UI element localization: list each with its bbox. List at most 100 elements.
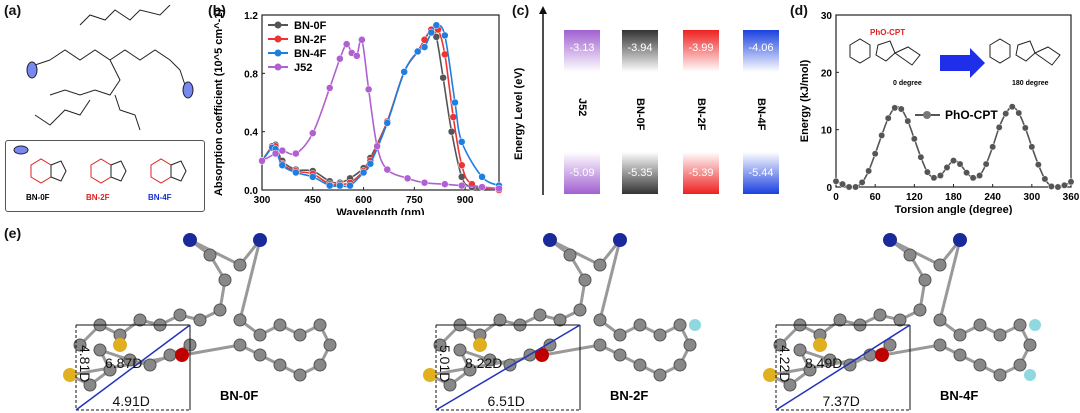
sulfur-atom	[813, 338, 827, 352]
molecule-name: BN-0F	[220, 388, 259, 403]
bond	[938, 239, 962, 321]
legend-marker	[274, 35, 282, 43]
homo-level-BN-4F: -5.44	[743, 152, 779, 194]
data-point-PhO-CPT	[950, 157, 957, 165]
bond	[238, 239, 262, 321]
material-label: J52	[576, 98, 588, 117]
carbon-atom	[683, 338, 697, 352]
material-label: BN-2F	[695, 98, 707, 131]
data-point-PhO-CPT	[956, 160, 964, 168]
data-point-BN-4F	[325, 181, 334, 190]
sulfur-atom	[763, 368, 777, 382]
thiophene-ring	[894, 46, 921, 66]
energy-value: -5.09	[569, 167, 595, 179]
data-point-BN-2F	[449, 113, 458, 121]
carbon-atom	[783, 378, 797, 392]
data-point-PhO-CPT	[1028, 143, 1036, 151]
carbon-atom	[833, 313, 847, 327]
nitrogen-atom	[953, 233, 967, 247]
data-point-PhO-CPT	[1015, 109, 1023, 117]
data-point-J52	[353, 52, 361, 60]
carbon-atom	[93, 343, 107, 357]
carbon-atom	[933, 258, 947, 272]
lumo-level-BN-2F: -3.99	[683, 30, 719, 72]
y-tick-label: 0.4	[244, 128, 258, 139]
oxygen-atom	[535, 348, 549, 362]
dipole-vertical-value: 5.01D	[437, 345, 453, 383]
panel-c-label: (c)	[512, 2, 530, 18]
data-point-BN-4F	[427, 28, 436, 37]
acceptor-label-bn4f: BN-4F	[148, 193, 172, 202]
carbon-atom	[593, 338, 607, 352]
dipole-diagonal-line	[75, 324, 191, 411]
carbon-atom	[233, 338, 247, 352]
torsion-chart: 0 60 120 180 240 300 360 0 10 20 30 Torsion angle (…	[799, 11, 1080, 215]
panel-e-label: (e)	[4, 225, 22, 241]
carbon-atom	[83, 378, 97, 392]
carbon-atom	[218, 273, 232, 287]
carbon-atom	[578, 273, 592, 287]
data-point-BN-4F	[451, 98, 459, 107]
carbon-atom	[823, 353, 837, 367]
data-point-BN-0F	[439, 73, 447, 82]
legend-label: PhO-CPT	[945, 108, 998, 122]
nitrogen-atom	[883, 233, 897, 247]
data-point-PhO-CPT	[1041, 175, 1049, 183]
carbon-atom	[143, 358, 157, 372]
data-point-PhO-CPT	[1034, 161, 1042, 169]
y-axis-label: Absorption coefficient (10^5 cm^-1)	[213, 9, 225, 196]
data-point-PhO-CPT	[1047, 182, 1055, 190]
oxygen-atom	[875, 348, 889, 362]
data-point-PhO-CPT	[891, 104, 899, 112]
data-point-PhO-CPT	[1061, 181, 1068, 189]
carbon-atom	[293, 328, 307, 342]
carbon-atom	[313, 358, 327, 372]
material-label: BN-0F	[634, 98, 646, 131]
carbon-atom	[773, 338, 787, 352]
data-point-PhO-CPT	[930, 174, 938, 182]
data-point-J52	[441, 180, 449, 188]
acceptor-legend: BN-0F BN-2F BN-4F	[5, 140, 205, 212]
data-point-J52	[278, 146, 287, 155]
inset-caption: 0 degree	[893, 80, 922, 87]
molecule-3d-BN-0F	[63, 233, 337, 392]
fluorine-atom	[1029, 319, 1041, 331]
data-point-PhO-CPT	[897, 105, 905, 113]
carbon-atom	[203, 248, 217, 262]
x-tick-label: 240	[984, 192, 1001, 203]
energy-value: -4.06	[748, 42, 774, 54]
carbon-atom	[103, 363, 117, 377]
sulfur-atom	[113, 338, 127, 352]
carbon-atom	[593, 313, 607, 327]
data-point-PhO-CPT	[1021, 124, 1029, 132]
inset-caption: 180 degree	[1012, 80, 1049, 87]
dipole-vertical-value: 4.81D	[77, 345, 93, 383]
nitrogen-atom	[253, 233, 267, 247]
data-point-BN-2F	[458, 161, 466, 169]
legend-marker	[923, 111, 931, 119]
data-point-J52	[364, 85, 373, 94]
x-tick-label: 0	[833, 192, 839, 203]
oxygen-atom	[175, 348, 189, 362]
carbon-atom	[673, 318, 687, 332]
dipole-diagonal-line	[775, 324, 911, 411]
nitrogen-atom	[613, 233, 627, 247]
x-tick-label: 450	[304, 195, 321, 206]
carbon-atom	[573, 303, 587, 317]
legend-label: BN-0F	[294, 20, 327, 32]
data-point-PhO-CPT	[969, 174, 977, 182]
carbon-atom	[933, 313, 947, 327]
data-point-BN-0F	[432, 33, 441, 41]
legend-marker	[274, 63, 282, 71]
energy-value: -3.94	[627, 42, 653, 54]
x-tick-label: 60	[870, 192, 882, 203]
data-point-J52	[292, 149, 300, 158]
carbon-atom	[453, 343, 467, 357]
energy-value: -5.44	[748, 167, 774, 179]
molecule-name: BN-2F	[610, 388, 649, 403]
data-point-PhO-CPT	[884, 114, 892, 122]
legend-label: BN-4F	[294, 48, 327, 60]
dipole-triangle	[75, 324, 191, 411]
y-tick-label: 0	[826, 183, 832, 194]
data-point-BN-4F	[441, 31, 449, 40]
